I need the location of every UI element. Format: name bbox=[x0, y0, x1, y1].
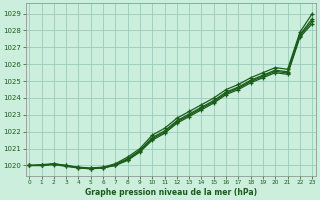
X-axis label: Graphe pression niveau de la mer (hPa): Graphe pression niveau de la mer (hPa) bbox=[85, 188, 257, 197]
